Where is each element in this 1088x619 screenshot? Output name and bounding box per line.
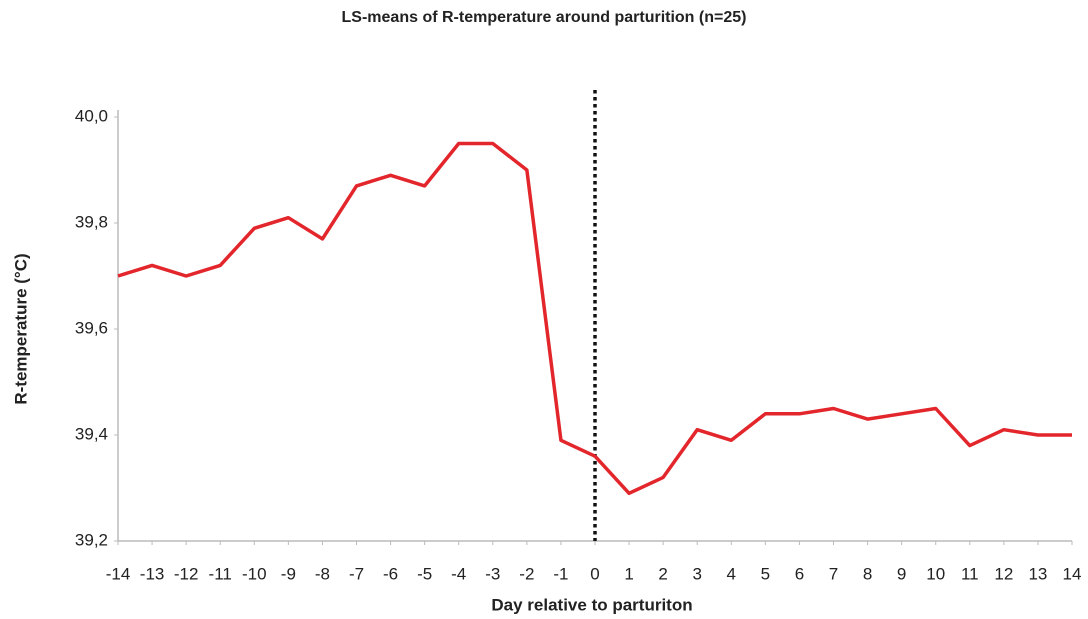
x-tick-label: 7 [829, 564, 838, 583]
x-tick-label: 12 [994, 564, 1013, 583]
x-tick-label: 13 [1028, 564, 1047, 583]
x-tick-label: 6 [795, 564, 804, 583]
x-tick-label: 1 [624, 564, 633, 583]
x-tick-label: 0 [590, 564, 599, 583]
x-tick-label: -12 [174, 564, 199, 583]
y-axis-label: R-temperature (°C) [11, 253, 30, 404]
x-tick-label: -11 [209, 564, 232, 583]
y-tick-label: 39,8 [75, 212, 108, 231]
y-tick-label: 39,2 [75, 530, 108, 549]
x-tick-label: 8 [863, 564, 872, 583]
x-tick-label: -10 [242, 564, 267, 583]
x-tick-label: -6 [383, 564, 398, 583]
x-tick-label: -2 [519, 564, 534, 583]
x-tick-label: 5 [761, 564, 770, 583]
x-tick-label: 14 [1063, 564, 1082, 583]
y-tick-label: 40,0 [75, 106, 108, 125]
x-tick-label: -13 [140, 564, 165, 583]
x-tick-label: 3 [692, 564, 701, 583]
x-axis-label: Day relative to parturiton [491, 595, 692, 614]
x-tick-label: -9 [281, 564, 296, 583]
x-tick-label: 4 [727, 564, 736, 583]
x-tick-label: -3 [485, 564, 500, 583]
x-tick-label: -7 [349, 564, 364, 583]
y-tick-label: 39,6 [75, 318, 108, 337]
x-tick-label: -8 [315, 564, 330, 583]
x-tick-label: 9 [897, 564, 906, 583]
chart-title: LS-means of R-temperature around parturi… [342, 9, 747, 26]
x-tick-label: -14 [106, 564, 131, 583]
y-tick-label: 39,4 [75, 424, 108, 443]
x-tick-label: 10 [926, 564, 945, 583]
x-tick-label: -4 [451, 564, 466, 583]
x-tick-label: 11 [961, 564, 979, 583]
x-tick-label: -1 [553, 564, 568, 583]
x-tick-label: 2 [658, 564, 667, 583]
x-tick-label: -5 [417, 564, 432, 583]
data-line [117, 141, 1072, 496]
